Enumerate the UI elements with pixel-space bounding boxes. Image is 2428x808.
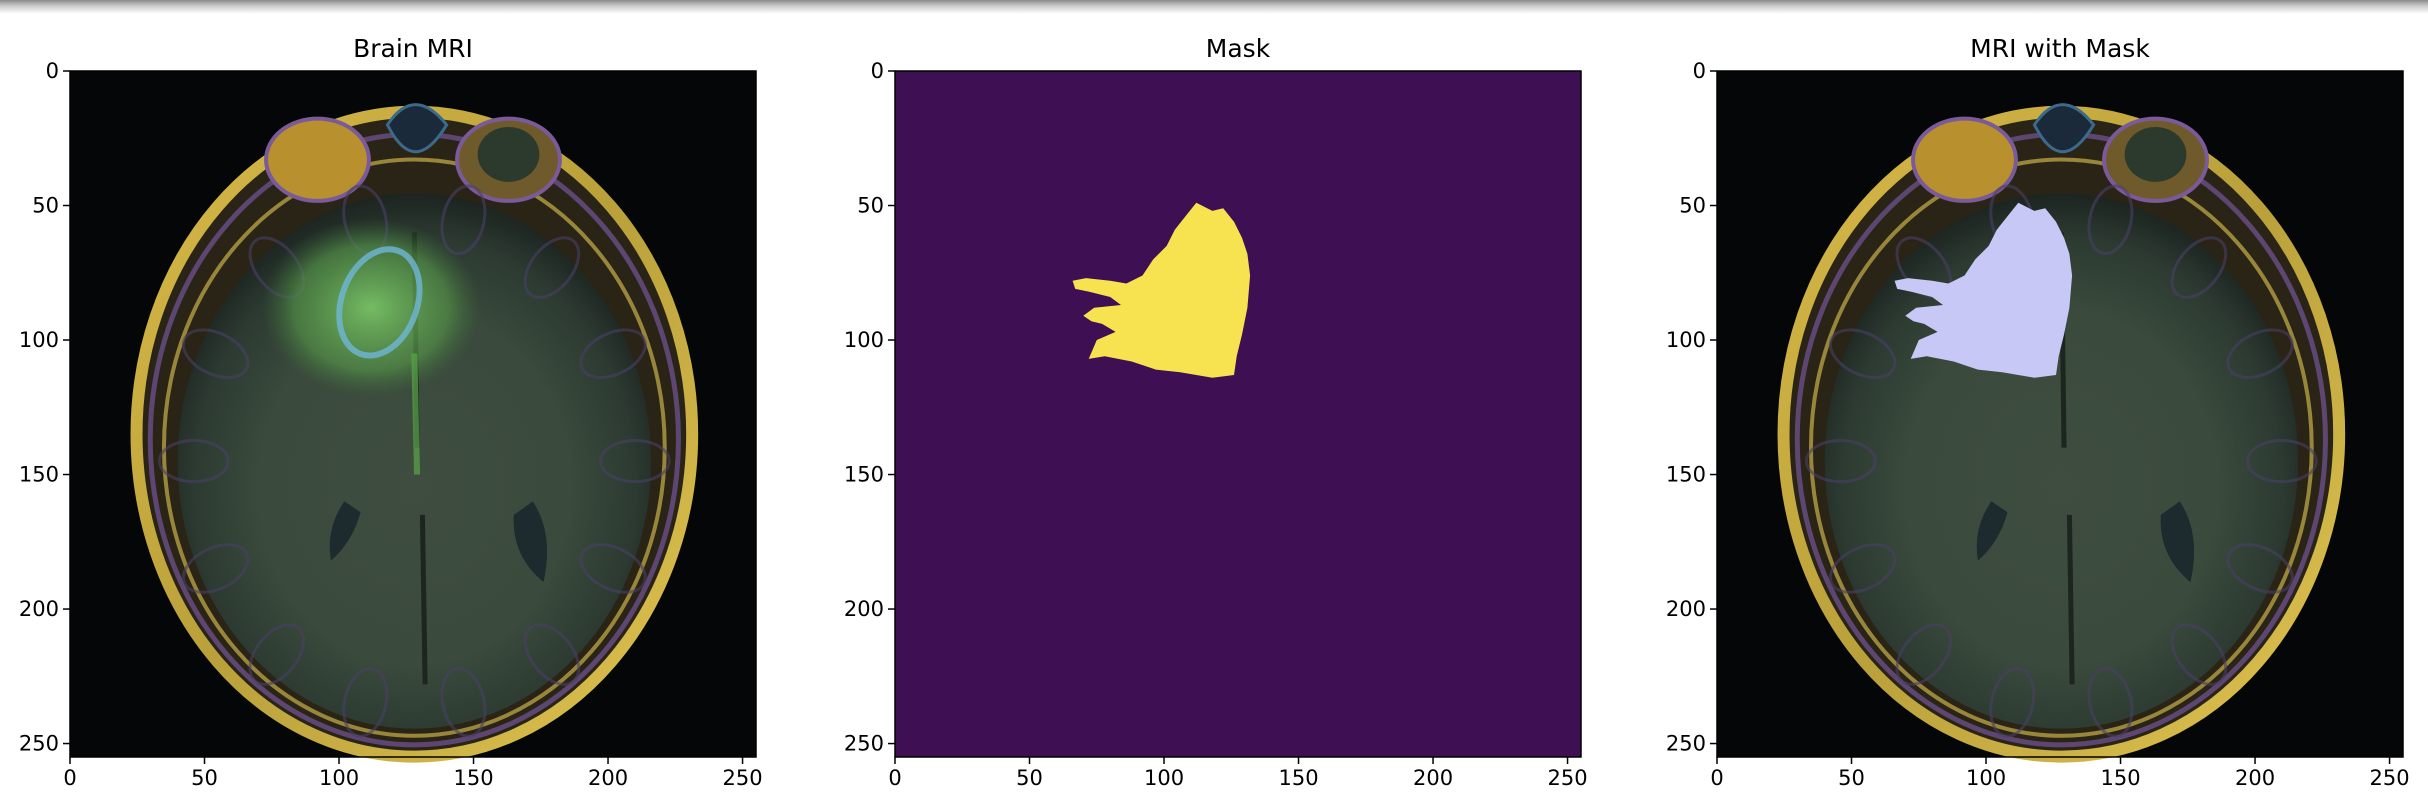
mask-background xyxy=(895,71,1581,757)
y-tick-label: 50 xyxy=(857,194,884,218)
y-tick-label: 50 xyxy=(1679,194,1706,218)
gyrus xyxy=(1828,328,1897,379)
left-ventricle xyxy=(329,501,361,561)
x-tick-label: 0 xyxy=(888,766,901,790)
inner-skull-ring xyxy=(161,157,667,738)
x-tick-label: 50 xyxy=(191,766,218,790)
nasal-region xyxy=(2032,103,2096,153)
mask-region xyxy=(1072,202,1251,378)
right-ventricle xyxy=(2160,501,2195,583)
x-tick-label: 150 xyxy=(2100,766,2140,790)
y-tick-label: 200 xyxy=(1666,597,1706,621)
x-tick-label: 100 xyxy=(319,766,359,790)
gyrus xyxy=(2170,623,2228,686)
inner-skull-ring xyxy=(1808,157,2314,738)
x-tick-label: 200 xyxy=(2235,766,2275,790)
left-ventricle xyxy=(1976,501,2008,561)
y-tick-label: 200 xyxy=(844,597,884,621)
x-tick-label: 50 xyxy=(1838,766,1865,790)
left-orbit xyxy=(264,116,371,203)
y-tick-label: 250 xyxy=(844,732,884,756)
gyrus xyxy=(523,623,581,686)
x-tick-label: 150 xyxy=(1278,766,1318,790)
panel-title: Brain MRI xyxy=(353,34,473,63)
right-ventricle xyxy=(513,501,548,583)
y-tick-label: 100 xyxy=(844,328,884,352)
y-tick-label: 250 xyxy=(19,732,59,756)
gyrus xyxy=(1828,543,1897,594)
y-tick-label: 150 xyxy=(19,463,59,487)
tumor-rim xyxy=(336,246,423,359)
gyrus xyxy=(440,667,487,738)
gyrus xyxy=(523,236,581,299)
gyrus xyxy=(579,543,647,594)
gyrus xyxy=(2087,667,2134,738)
gyrus xyxy=(248,623,306,686)
axes-frame xyxy=(1716,70,2404,758)
x-tick-label: 250 xyxy=(1548,766,1588,790)
gyrus xyxy=(342,667,389,738)
y-tick-label: 0 xyxy=(46,59,59,83)
y-tick-label: 150 xyxy=(1666,463,1706,487)
right-eye xyxy=(2124,126,2187,182)
nasal-region xyxy=(385,103,449,153)
right-eye xyxy=(477,126,540,182)
y-tick-label: 150 xyxy=(844,463,884,487)
window-top-edge xyxy=(0,0,2428,14)
gyrus xyxy=(157,438,230,484)
panel-title: Mask xyxy=(1206,34,1271,63)
y-tick-label: 250 xyxy=(1666,732,1706,756)
gyrus xyxy=(181,543,250,594)
x-tick-label: 200 xyxy=(588,766,628,790)
gyrus xyxy=(2170,236,2228,299)
gyrus xyxy=(579,328,647,379)
mask-overlay xyxy=(1894,202,2073,378)
x-tick-label: 50 xyxy=(1016,766,1043,790)
x-tick-label: 100 xyxy=(1966,766,2006,790)
gyrus xyxy=(2226,543,2294,594)
x-tick-label: 100 xyxy=(1144,766,1184,790)
axes-frame xyxy=(69,70,757,758)
y-tick-label: 0 xyxy=(1693,59,1706,83)
panel-title: MRI with Mask xyxy=(1970,34,2150,63)
gyrus xyxy=(2246,438,2318,484)
y-tick-label: 100 xyxy=(1666,328,1706,352)
x-tick-label: 0 xyxy=(1710,766,1723,790)
gyrus xyxy=(1804,438,1877,484)
gyrus xyxy=(2226,328,2294,379)
x-tick-label: 250 xyxy=(2370,766,2410,790)
gyrus xyxy=(181,328,250,379)
gyrus xyxy=(599,438,671,484)
y-tick-label: 200 xyxy=(19,597,59,621)
x-tick-label: 200 xyxy=(1413,766,1453,790)
left-orbit xyxy=(1911,116,2018,203)
tumor-tail xyxy=(411,353,421,475)
gyrus xyxy=(1895,623,1953,686)
x-tick-label: 150 xyxy=(453,766,493,790)
gyrus xyxy=(1989,667,2036,738)
y-tick-label: 50 xyxy=(32,194,59,218)
axes-frame xyxy=(894,70,1582,758)
tumor-region xyxy=(261,218,482,397)
gyrus xyxy=(2087,184,2134,256)
x-tick-label: 250 xyxy=(723,766,763,790)
y-tick-label: 100 xyxy=(19,328,59,352)
x-tick-label: 0 xyxy=(63,766,76,790)
y-tick-label: 0 xyxy=(871,59,884,83)
